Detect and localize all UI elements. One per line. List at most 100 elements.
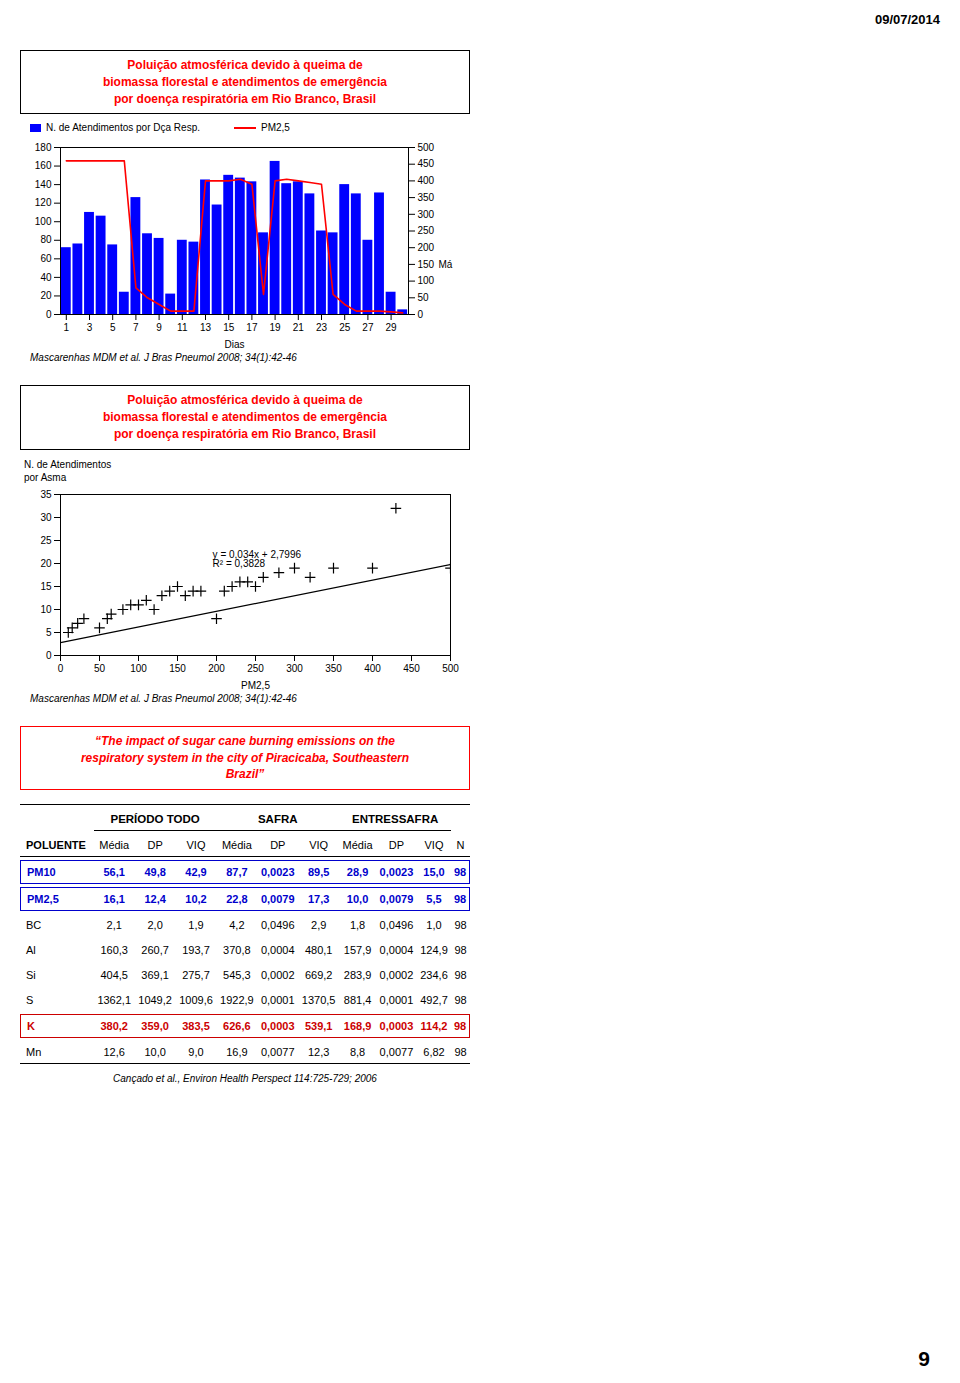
html-text:DP: DP <box>270 839 286 852</box>
html-text:biomassa florestal e atendimen: biomassa florestal e atendimentos de eme… <box>102 410 387 425</box>
html-text:por doença respiratória em Rio: por doença respiratória em Rio Branco, B… <box>114 427 376 441</box>
svg-text:17: 17 <box>246 322 258 333</box>
svg-text:10: 10 <box>40 603 52 614</box>
svg-text:9: 9 <box>156 322 162 333</box>
svg-text:25: 25 <box>40 534 52 545</box>
svg-text:0: 0 <box>46 649 52 660</box>
svg-text:19: 19 <box>270 322 282 333</box>
html-text:87,7: 87,7 <box>226 866 248 879</box>
svg-text:15: 15 <box>223 322 235 333</box>
svg-text:5: 5 <box>46 626 52 637</box>
html-text:0,0023: 0,0023 <box>260 866 295 879</box>
svg-text:3: 3 <box>87 322 93 333</box>
html-text:12,4: 12,4 <box>144 893 166 906</box>
html-text:ENTRESSAFRA: ENTRESSAFRA <box>352 813 439 826</box>
html-text:Poluição atmosférica devido à: Poluição atmosférica devido à queima de <box>127 393 363 408</box>
svg-text:150: 150 <box>418 259 435 270</box>
html-text:PM2,5: PM2,5 <box>27 893 59 906</box>
html-text:17,3: 17,3 <box>308 893 330 906</box>
html-text:Média: Média <box>221 839 252 852</box>
svg-text:300: 300 <box>286 662 303 673</box>
svg-text:PM2,5: PM2,5 <box>241 679 270 690</box>
svg-text:Dias: Dias <box>224 339 244 350</box>
html-text:SAFRA: SAFRA <box>258 813 298 826</box>
svg-text:13: 13 <box>200 322 212 333</box>
html-text:Brazil”: Brazil” <box>225 767 265 782</box>
svg-text:200: 200 <box>208 662 225 673</box>
svg-text:300: 300 <box>418 209 435 220</box>
svg-text:500: 500 <box>442 662 459 673</box>
html-text:0,0023: 0,0023 <box>379 866 414 879</box>
svg-text:120: 120 <box>35 198 52 209</box>
html-text:0,0079: 0,0079 <box>260 893 295 906</box>
svg-text:100: 100 <box>35 216 52 227</box>
html-text:28,9: 28,9 <box>346 866 369 879</box>
svg-text:7: 7 <box>133 322 139 333</box>
html-text:DP: DP <box>388 839 405 852</box>
html-text:16,1: 16,1 <box>103 893 125 906</box>
html-text:15,0: 15,0 <box>423 866 445 879</box>
svg-text:35: 35 <box>40 488 52 499</box>
svg-text:450: 450 <box>418 159 435 170</box>
svg-text:27: 27 <box>362 322 374 333</box>
svg-text:15: 15 <box>40 580 52 591</box>
html-text:Média: Média <box>342 839 373 852</box>
html-text:“The impact of sugar cane burn: “The impact of sugar cane burning emissi… <box>95 733 395 748</box>
svg-text:21: 21 <box>293 322 305 333</box>
html-text:respiratory system in the city: respiratory system in the city of Piraci… <box>80 750 410 765</box>
svg-text:350: 350 <box>325 662 342 673</box>
svg-text:100: 100 <box>130 662 147 673</box>
html-text:DP: DP <box>147 839 163 852</box>
html-text:VIQ: VIQ <box>424 839 444 852</box>
svg-text:R² = 0,3828: R² = 0,3828 <box>213 557 266 568</box>
svg-text:60: 60 <box>40 253 52 264</box>
svg-text:5: 5 <box>110 322 116 333</box>
html-text:10,2: 10,2 <box>185 893 207 906</box>
html-text:PERÍODO TODO: PERÍODO TODO <box>110 813 200 826</box>
svg-text:29: 29 <box>386 322 398 333</box>
html-text:por doença respiratória em Rio: por doença respiratória em Rio Branco, B… <box>114 91 376 106</box>
svg-text:350: 350 <box>418 192 435 203</box>
svg-text:200: 200 <box>418 242 435 253</box>
html-text:89,5: 89,5 <box>308 866 330 879</box>
html-text:VIQ: VIQ <box>309 839 329 852</box>
svg-text:23: 23 <box>316 322 328 333</box>
html-text:49,8: 49,8 <box>144 866 166 879</box>
svg-text:250: 250 <box>247 662 264 673</box>
svg-text:180: 180 <box>35 142 52 153</box>
html-text:POLUENTE: POLUENTE <box>26 839 86 852</box>
svg-text:150: 150 <box>169 662 186 673</box>
svg-text:50: 50 <box>418 292 430 303</box>
svg-text:160: 160 <box>35 161 52 172</box>
html-text:VIQ: VIQ <box>186 839 206 852</box>
html-text:biomassa florestal e atendimen: biomassa florestal e atendimentos de eme… <box>102 74 387 89</box>
svg-text:30: 30 <box>40 511 52 522</box>
svg-text:Má: Má <box>439 259 453 270</box>
svg-text:20: 20 <box>40 557 52 568</box>
svg-text:20: 20 <box>40 291 52 302</box>
svg-text:140: 140 <box>35 179 52 190</box>
html-text:98: 98 <box>453 866 467 879</box>
html-text:Poluição atmosférica devido à: Poluição atmosférica devido à queima de <box>127 58 363 72</box>
html-text:42,9: 42,9 <box>185 866 207 879</box>
svg-text:500: 500 <box>418 142 435 153</box>
html-text:Média: Média <box>99 839 130 852</box>
svg-text:25: 25 <box>339 322 351 333</box>
svg-text:400: 400 <box>418 175 435 186</box>
svg-text:400: 400 <box>364 662 381 673</box>
svg-text:1: 1 <box>64 322 70 333</box>
html-text:56,1: 56,1 <box>103 866 125 879</box>
html-text:09/07/2014: 09/07/2014 <box>874 12 940 27</box>
html-text:22,8: 22,8 <box>226 893 248 906</box>
svg-text:450: 450 <box>403 662 420 673</box>
svg-text:50: 50 <box>94 662 106 673</box>
html-text:PM10: PM10 <box>27 866 56 879</box>
svg-text:0: 0 <box>46 309 52 320</box>
svg-text:250: 250 <box>418 226 435 237</box>
svg-text:40: 40 <box>40 272 52 283</box>
svg-text:11: 11 <box>177 322 188 333</box>
svg-text:0: 0 <box>58 662 64 673</box>
svg-text:0: 0 <box>418 309 424 320</box>
svg-text:100: 100 <box>418 276 435 287</box>
svg-text:80: 80 <box>40 235 52 246</box>
